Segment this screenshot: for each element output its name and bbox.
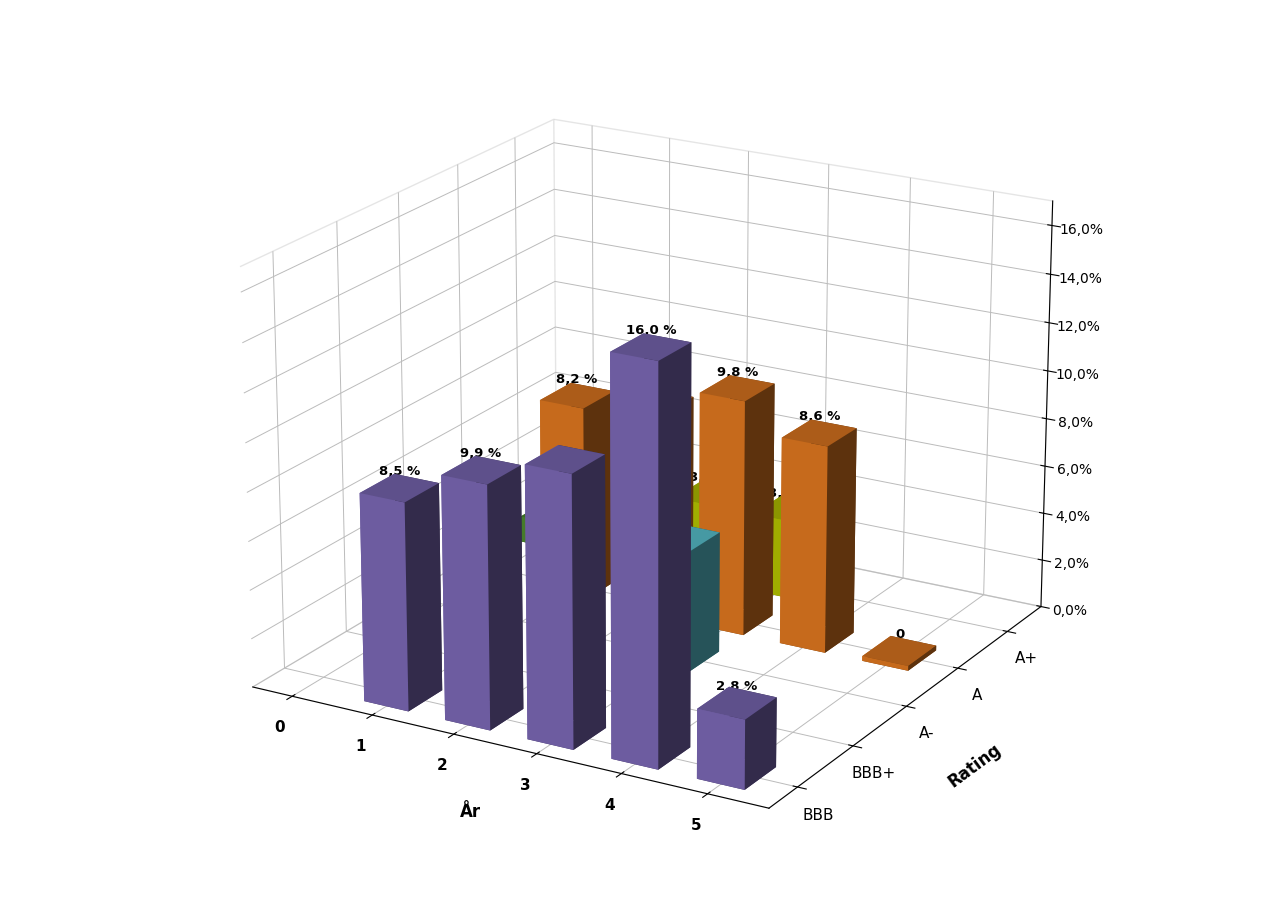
Y-axis label: Rating: Rating bbox=[944, 741, 1005, 792]
X-axis label: År: År bbox=[460, 804, 481, 822]
